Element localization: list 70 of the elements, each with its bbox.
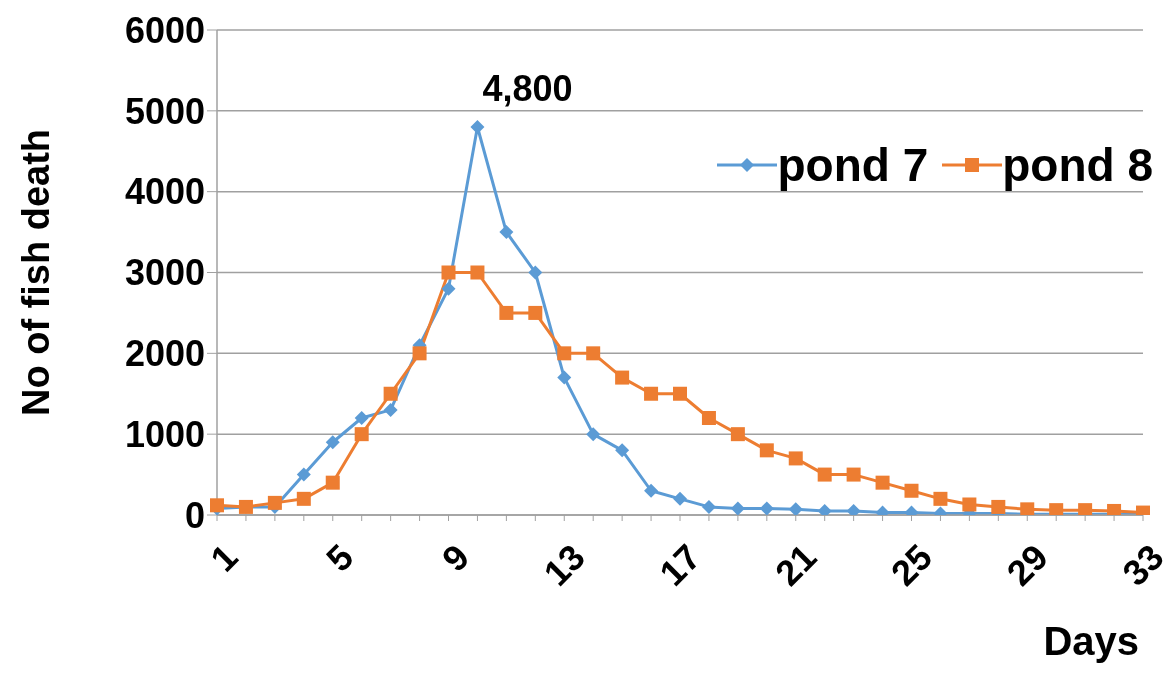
x-tick-label: 29 xyxy=(998,536,1056,594)
point xyxy=(759,501,774,515)
point xyxy=(788,451,803,466)
point xyxy=(817,467,832,482)
point xyxy=(383,402,398,417)
x-tick-label: 13 xyxy=(535,536,593,594)
point xyxy=(412,346,427,361)
x-tick-label: 21 xyxy=(767,536,825,594)
point xyxy=(846,503,861,515)
point xyxy=(354,411,369,425)
point xyxy=(788,502,803,515)
y-tick-label: 3000 xyxy=(124,252,205,294)
x-axis-title: Days xyxy=(1043,618,1139,665)
point xyxy=(991,499,1006,514)
point xyxy=(875,475,890,490)
x-tick-label: 9 xyxy=(433,536,478,580)
point xyxy=(1078,503,1093,515)
legend-label: pond 8 xyxy=(1002,138,1153,192)
y-tick-label: 1000 xyxy=(124,413,205,455)
y-tick-label: 6000 xyxy=(124,9,205,51)
point xyxy=(644,483,659,498)
x-tick-label: 17 xyxy=(651,536,709,594)
data-label: 4,800 xyxy=(482,68,573,109)
point xyxy=(846,467,861,482)
point xyxy=(701,411,716,425)
y-tick-label: 4000 xyxy=(124,171,205,213)
y-tick-label: 5000 xyxy=(124,90,205,132)
point xyxy=(673,491,687,506)
y-tick-label: 2000 xyxy=(124,333,205,375)
point xyxy=(499,305,514,320)
point xyxy=(470,120,485,134)
point xyxy=(557,370,572,385)
point xyxy=(615,443,630,458)
point xyxy=(383,386,398,401)
point xyxy=(267,495,282,510)
point xyxy=(325,475,340,490)
point xyxy=(933,491,948,506)
point xyxy=(701,499,716,514)
point xyxy=(1020,502,1035,515)
point xyxy=(557,346,572,361)
x-tick-label: 5 xyxy=(318,536,362,580)
legend-label: pond 7 xyxy=(777,138,929,192)
point xyxy=(962,497,977,512)
point xyxy=(730,427,745,442)
point xyxy=(296,491,311,506)
point xyxy=(586,346,601,361)
point xyxy=(759,443,774,458)
point xyxy=(817,503,832,515)
point xyxy=(470,265,485,280)
point xyxy=(904,483,919,498)
point xyxy=(499,225,514,240)
point xyxy=(441,265,456,280)
point xyxy=(586,427,601,442)
point xyxy=(528,265,543,280)
point xyxy=(325,435,340,450)
point xyxy=(296,467,311,482)
point xyxy=(673,386,687,401)
point xyxy=(354,427,369,442)
point xyxy=(615,370,630,385)
y-axis-title: No of fish death xyxy=(15,128,58,417)
x-tick-label: 1 xyxy=(202,536,246,580)
point xyxy=(528,305,543,320)
point xyxy=(1107,503,1122,515)
point xyxy=(1049,503,1064,515)
point xyxy=(730,501,745,515)
y-tick-label: 0 xyxy=(184,494,205,536)
point xyxy=(644,386,659,401)
point xyxy=(441,281,456,296)
x-tick-label: 25 xyxy=(882,536,941,594)
x-tick-label: 33 xyxy=(1114,536,1172,594)
